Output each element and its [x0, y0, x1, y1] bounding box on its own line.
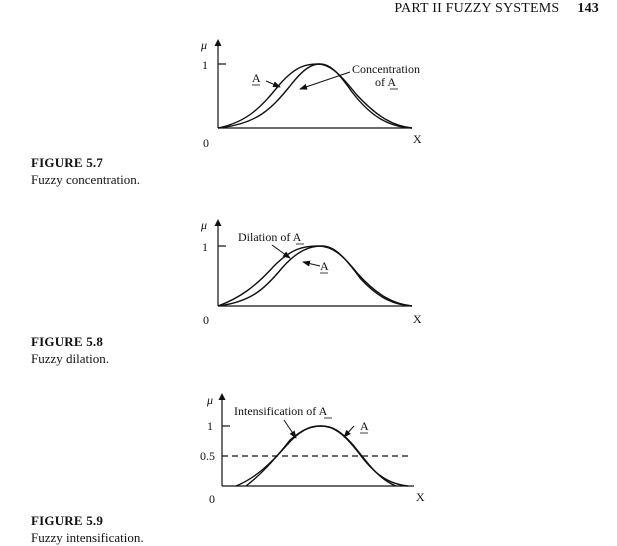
figure-5-7-label: FIGURE 5.7	[31, 155, 104, 170]
figure-5-7-origin-label: 0	[203, 136, 209, 150]
figure-5-9-intensification-arrow	[283, 419, 297, 439]
figure-5-9-intensification-label: Intensification of A	[234, 404, 328, 418]
figure-5-9-curve-a	[235, 425, 409, 487]
figure-5-7-curve-concentration	[217, 63, 413, 129]
figure-5-8-mu-label: μ	[200, 218, 207, 232]
figure-5-9-label: FIGURE 5.9	[31, 513, 104, 528]
figure-5-7-concentration-arrow	[299, 71, 351, 90]
figure-5-8-label: FIGURE 5.8	[31, 334, 104, 349]
figure-5-8-curves	[217, 245, 413, 307]
figure-5-8-a-arrow	[302, 260, 321, 267]
figure-5-8-curve-a	[217, 245, 413, 307]
figure-5-8-caption: FIGURE 5.8 Fuzzy dilation.	[31, 333, 109, 367]
figure-5-9-labels: μ 1 0.5 0 X Intensification of A A	[200, 393, 425, 506]
figure-5-9-curve-intensification	[245, 425, 397, 487]
figure-5-9-axes	[218, 393, 414, 487]
figure-5-9-caption-text: Fuzzy intensification.	[31, 530, 144, 545]
figure-5-7-one-label: 1	[202, 58, 208, 72]
figure-5-8-axes	[214, 219, 412, 307]
running-head-section: PART II FUZZY SYSTEMS	[394, 1, 560, 16]
figure-5-9-origin-label: 0	[209, 492, 215, 506]
figure-5-9-a-arrow	[343, 425, 355, 438]
figure-5-9-y-arrow	[218, 393, 226, 400]
figure-5-8-y-arrow	[214, 219, 222, 226]
figure-5-7-concentration-line2: of A	[375, 75, 396, 89]
figure-5-7-axes	[214, 39, 412, 129]
figure-5-9-x-label: X	[416, 490, 425, 504]
figure-5-8-dilation-arrow	[271, 244, 291, 259]
figure-5-7-concentration-line1: Concentration	[352, 62, 420, 76]
figure-5-7-caption: FIGURE 5.7 Fuzzy concentration.	[31, 154, 140, 188]
figure-5-9-mu-label: μ	[206, 393, 213, 407]
figure-5-9-one-label: 1	[207, 419, 213, 433]
figure-5-8-labels: μ 1 0 X Dilation of A A	[200, 218, 422, 327]
figure-5-7-caption-text: Fuzzy concentration.	[31, 172, 141, 187]
figure-5-7-mu-label: μ	[200, 38, 207, 52]
figure-5-8-one-label: 1	[202, 240, 208, 254]
figure-5-8-x-label: X	[413, 312, 422, 326]
figure-5-9-a-label: A	[360, 419, 369, 433]
figure-5-7-x-label: X	[413, 132, 422, 146]
page-number: 143	[577, 1, 599, 16]
figure-5-9-half-label: 0.5	[200, 449, 215, 463]
figure-5-7-y-arrow	[214, 39, 222, 46]
figure-5-9-arrows	[283, 419, 355, 439]
figure-5-7-labels: μ 1 0 X A Concentration of A	[200, 38, 422, 150]
figure-5-9-caption: FIGURE 5.9 Fuzzy intensification.	[31, 512, 144, 546]
figure-5-7-a-arrow	[265, 80, 281, 88]
figure-5-7-curve-a	[217, 63, 413, 129]
figure-5-8-arrows	[271, 244, 321, 267]
figure-5-9-curves	[235, 425, 409, 487]
figure-5-8-a-label: A	[320, 259, 329, 273]
figure-5-7-arrows	[265, 71, 351, 90]
figure-5-8-origin-label: 0	[203, 313, 209, 327]
figure-5-8-caption-text: Fuzzy dilation.	[31, 351, 109, 366]
running-head: PART II FUZZY SYSTEMS 143	[394, 1, 599, 17]
figure-5-7-curves	[217, 63, 413, 129]
figure-5-8-curve-dilation	[217, 245, 413, 307]
figure-5-7-a-label: A	[252, 71, 261, 85]
figure-5-8-dilation-label: Dilation of A	[238, 230, 302, 244]
